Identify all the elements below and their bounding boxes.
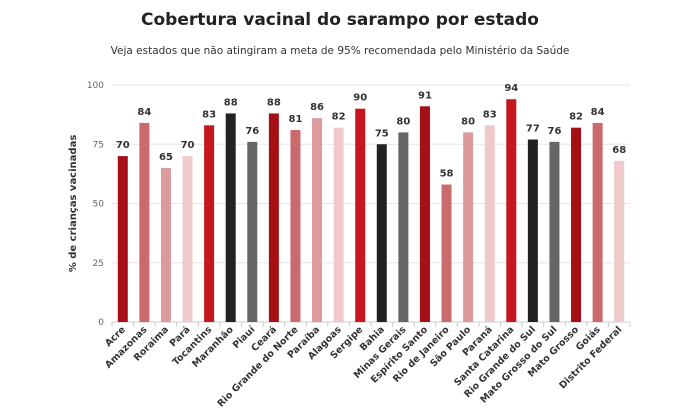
y-tick-label: 50 bbox=[93, 200, 105, 210]
data-label: 65 bbox=[159, 152, 173, 163]
bar bbox=[419, 106, 430, 322]
bar bbox=[268, 113, 279, 322]
bar bbox=[506, 99, 517, 322]
bar bbox=[441, 184, 452, 322]
data-label: 88 bbox=[267, 97, 281, 108]
bar bbox=[160, 167, 171, 322]
bar bbox=[484, 125, 495, 322]
bar bbox=[117, 156, 128, 322]
bar bbox=[355, 108, 366, 322]
bar bbox=[527, 139, 538, 322]
bar bbox=[182, 156, 193, 322]
bar bbox=[549, 141, 560, 322]
bar bbox=[571, 127, 582, 322]
bar bbox=[139, 122, 150, 322]
bar bbox=[376, 144, 387, 322]
data-label: 76 bbox=[245, 126, 259, 137]
data-label: 86 bbox=[310, 102, 324, 113]
bar bbox=[398, 132, 409, 322]
data-label: 88 bbox=[224, 97, 238, 108]
data-label: 76 bbox=[547, 126, 561, 137]
data-label: 77 bbox=[526, 124, 540, 135]
chart-title: Cobertura vacinal do sarampo por estado bbox=[141, 10, 539, 30]
bar bbox=[312, 118, 323, 323]
bar bbox=[463, 132, 474, 322]
chart-subtitle: Veja estados que não atingiram a meta de… bbox=[110, 45, 570, 57]
data-label: 94 bbox=[504, 83, 518, 94]
bar bbox=[225, 113, 236, 322]
data-label: 91 bbox=[418, 90, 432, 101]
data-label: 75 bbox=[375, 128, 389, 139]
bar bbox=[614, 160, 625, 322]
data-label: 70 bbox=[116, 140, 130, 151]
data-label: 58 bbox=[440, 169, 454, 180]
data-label: 80 bbox=[396, 116, 410, 127]
data-label: 84 bbox=[137, 107, 151, 118]
bar bbox=[290, 130, 301, 322]
data-label: 82 bbox=[569, 112, 583, 123]
y-tick-label: 0 bbox=[98, 318, 104, 328]
data-label: 82 bbox=[332, 112, 346, 123]
data-label: 83 bbox=[483, 109, 497, 120]
data-label: 70 bbox=[181, 140, 195, 151]
data-label: 83 bbox=[202, 109, 216, 120]
y-axis-label: % de crianças vacinadas bbox=[68, 135, 79, 273]
data-label: 81 bbox=[288, 114, 302, 125]
data-label: 68 bbox=[612, 145, 626, 156]
data-label: 90 bbox=[353, 93, 367, 104]
data-label: 80 bbox=[461, 116, 475, 127]
bar bbox=[247, 141, 258, 322]
bar bbox=[204, 125, 215, 322]
bar bbox=[333, 127, 344, 322]
y-tick-label: 100 bbox=[87, 81, 104, 91]
y-tick-label: 75 bbox=[93, 140, 104, 150]
y-tick-label: 25 bbox=[93, 259, 104, 269]
bar bbox=[592, 122, 603, 322]
data-label: 84 bbox=[591, 107, 605, 118]
